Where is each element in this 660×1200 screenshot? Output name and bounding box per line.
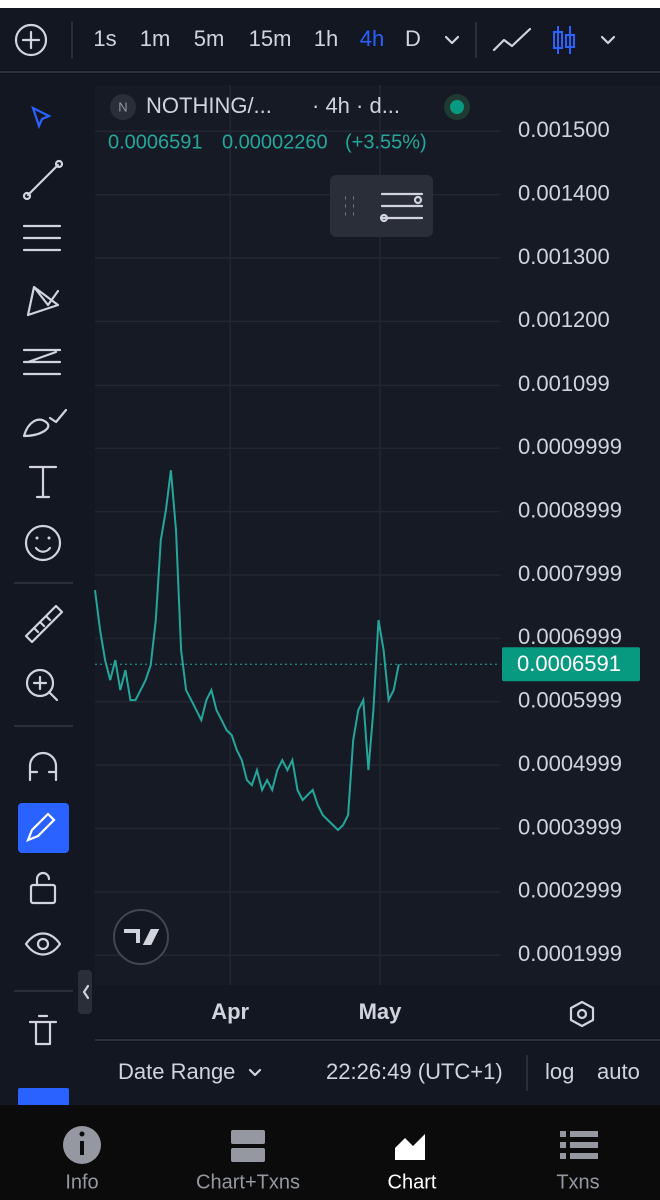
nav-items: Info Chart+Txns Chart Txns (65, 1171, 599, 1193)
status-strip (0, 0, 660, 8)
settings-button[interactable] (569, 1000, 595, 1028)
symbol-name[interactable]: NOTHING/... (146, 93, 272, 118)
interval-button[interactable]: D (405, 26, 421, 51)
nav-item[interactable]: Chart+Txns (196, 1171, 300, 1193)
y-tick-label: 0.0007999 (518, 561, 622, 586)
nav-item[interactable]: Chart (388, 1171, 437, 1193)
y-tick-label: 0.001500 (518, 117, 610, 142)
chart-icon (395, 1134, 425, 1160)
y-tick-label: 0.001200 (518, 307, 610, 332)
y-tick-label: 0.0006999 (518, 624, 622, 649)
icon-tool[interactable] (24, 524, 62, 562)
y-tick-label: 0.0002999 (518, 878, 622, 903)
date-range-arrow (248, 1068, 262, 1077)
floating-toolbar[interactable] (330, 175, 433, 237)
y-tick-label: 0.001400 (518, 180, 610, 205)
settings-center (576, 1008, 588, 1020)
y-tick-label: 0.001099 (518, 371, 610, 396)
symbol-meta: · 4h · d... (312, 93, 400, 118)
zoom-tool[interactable] (25, 668, 59, 702)
last-price-box (502, 647, 640, 682)
visibility-tool[interactable] (24, 932, 62, 956)
y-tick-label: 0.0009999 (518, 434, 622, 459)
nav-bar (0, 1105, 660, 1200)
date-range-button[interactable]: Date Range (118, 1059, 235, 1084)
pattern-tool[interactable] (26, 285, 60, 317)
interval-button[interactable]: 15m (249, 26, 292, 51)
x-tick-label: Apr (211, 999, 249, 1024)
trend-line-tool[interactable] (22, 159, 64, 201)
plot: 0.001500 0.001400 0.001300 0.001200 0.001099… (94, 85, 640, 1024)
legend-change: 0.00002260 (222, 131, 328, 153)
log-toggle[interactable]: log (545, 1059, 574, 1084)
tradingview-logo (113, 909, 169, 965)
auto-toggle[interactable]: auto (597, 1059, 640, 1084)
brush-tool[interactable] (22, 408, 68, 438)
unlock-tool[interactable] (29, 871, 57, 905)
price-line-series (94, 470, 400, 832)
scroll-button[interactable] (18, 1088, 69, 1106)
style-menu[interactable] (600, 35, 616, 45)
line-style-button[interactable] (492, 27, 532, 52)
interval-button[interactable]: 1s (93, 26, 116, 51)
collapse-arrow (82, 984, 90, 1000)
interval-button[interactable]: 4h (360, 26, 384, 51)
nav-item[interactable]: Info (65, 1171, 98, 1193)
add-symbol-button[interactable] (14, 23, 48, 57)
last-price-label: 0.0006591 (517, 651, 621, 676)
y-tick-label: 0.0008999 (518, 497, 622, 522)
delete-tool[interactable] (28, 1014, 58, 1046)
projection-tool[interactable] (22, 348, 62, 376)
fib-tool[interactable] (22, 224, 62, 252)
clock: 22:26:49 (UTC+1) (326, 1059, 503, 1084)
pencil-icon (26, 812, 56, 842)
y-tick-label: 0.001300 (518, 244, 610, 269)
y-tick-label: 0.0005999 (518, 688, 622, 713)
cursor-tool[interactable] (31, 105, 52, 130)
market-status-dot (450, 100, 464, 114)
y-tick-label: 0.0001999 (518, 941, 622, 966)
candle-style-button[interactable] (553, 26, 575, 54)
text-tool[interactable] (28, 465, 58, 499)
txns-icon (560, 1131, 598, 1159)
legend-change-pct: (+3.55%) (345, 131, 427, 153)
magnet-tool[interactable] (28, 751, 58, 782)
y-tick-label: 0.0004999 (518, 751, 622, 776)
measure-tool[interactable] (24, 604, 64, 644)
nav-item[interactable]: Txns (556, 1171, 599, 1193)
interval-group: 1s 1m 5m 15m 1h 4h D (93, 26, 421, 51)
interval-button[interactable]: 5m (194, 26, 225, 51)
legend-close: 0.0006591 (108, 131, 203, 153)
symbol-badge (110, 94, 136, 120)
interval-menu[interactable] (444, 35, 460, 45)
x-tick-label: May (359, 999, 403, 1024)
lock-drawing-tool[interactable] (18, 803, 69, 853)
interval-button[interactable]: 1m (140, 26, 171, 51)
symbol-badge-text: N (118, 99, 127, 114)
info-icon (63, 1126, 101, 1164)
y-tick-label: 0.0003999 (518, 814, 622, 839)
interval-button[interactable]: 1h (314, 26, 338, 51)
chart-txns-icon (231, 1130, 265, 1162)
